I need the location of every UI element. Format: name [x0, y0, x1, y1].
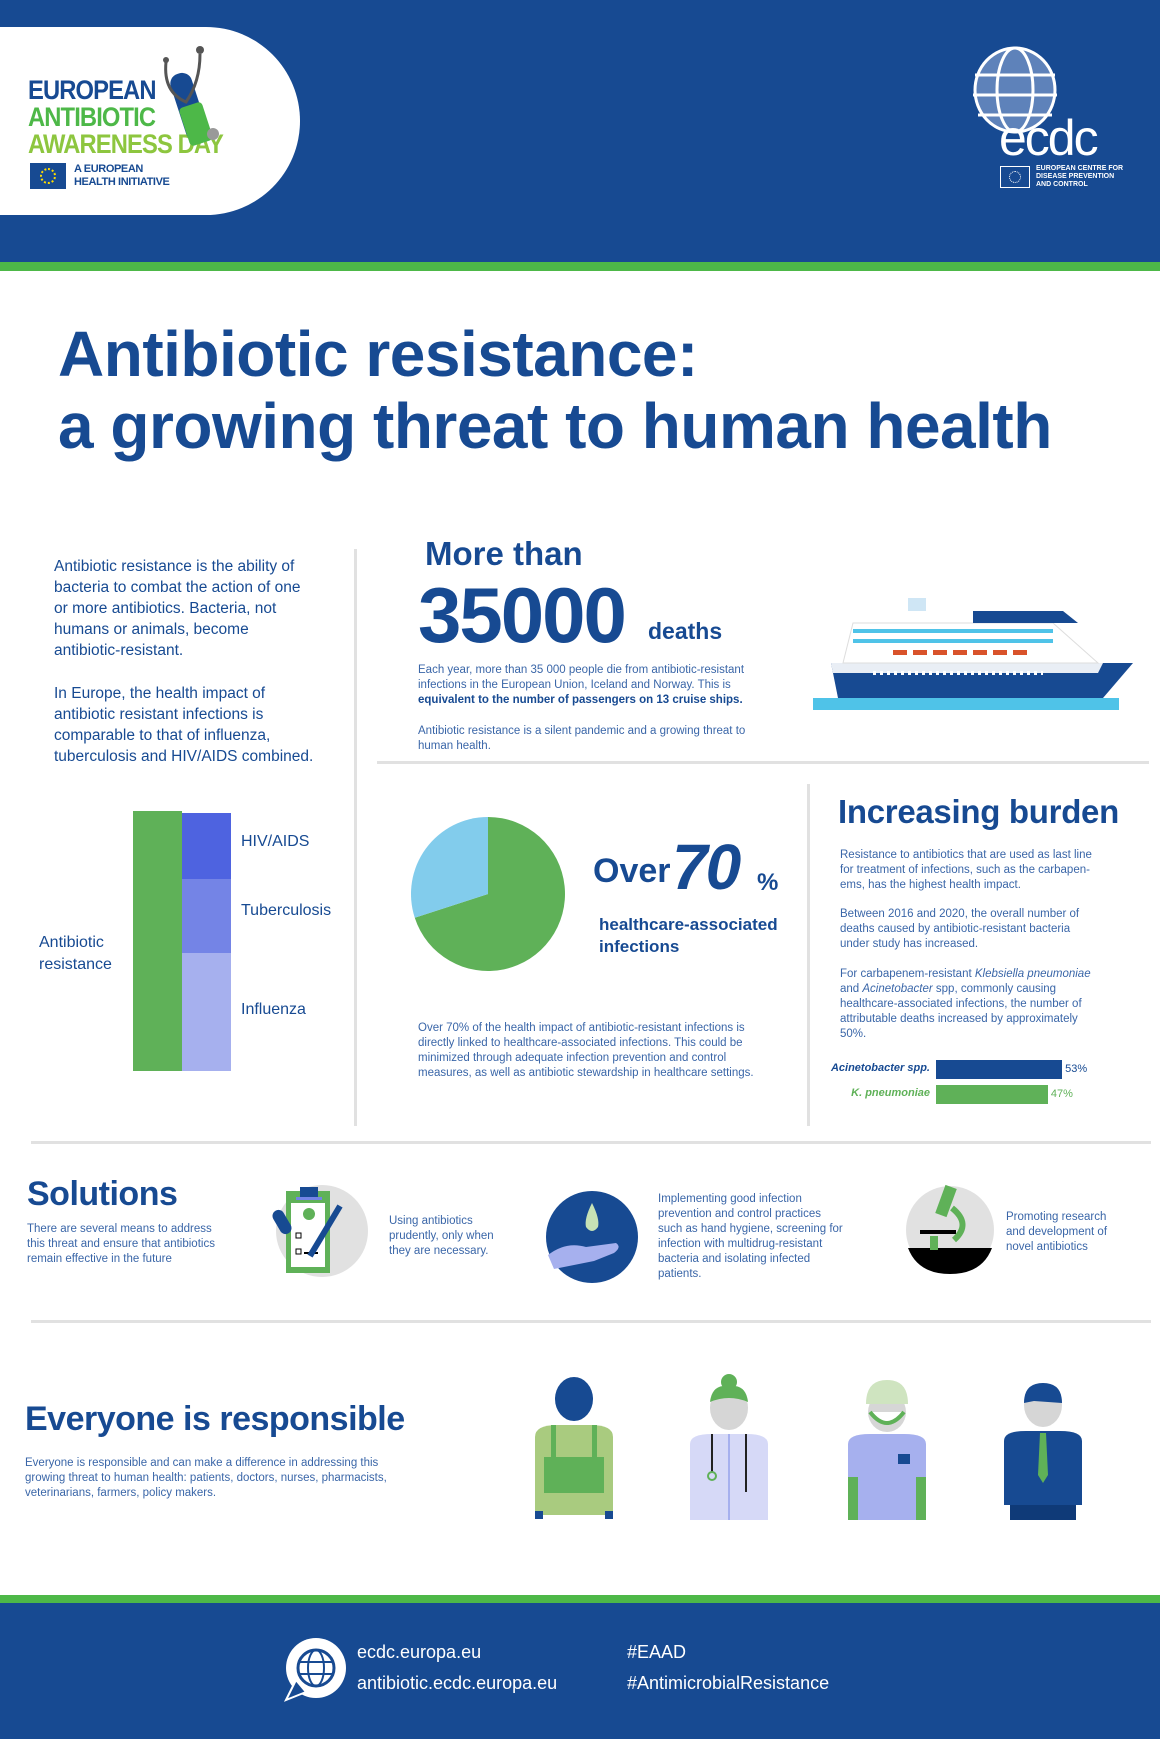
pie-chart	[411, 817, 565, 971]
burden-paragraph-1: Resistance to antibiotics that are used …	[840, 849, 1092, 891]
over-label: Over	[593, 852, 671, 890]
bar-antibiotic-resistance	[133, 811, 182, 1071]
horizontal-divider	[31, 1320, 1151, 1323]
p3-text: spp, commonly causing healthcare-associa…	[840, 983, 1082, 1040]
solution-2-text: Implementing good infection prevention a…	[658, 1193, 843, 1280]
label-influenza: Influenza	[241, 1001, 306, 1018]
bar-segment-tuberculosis	[182, 879, 231, 953]
hai-text: Over 70% of the health impact of antibio…	[418, 1022, 754, 1079]
doctor-icon	[690, 1374, 768, 1520]
ecdc-sub-2: DISEASE PREVENTION	[1036, 173, 1115, 180]
vertical-divider	[807, 784, 810, 1126]
microscope-icon	[906, 1184, 994, 1274]
deaths-text-main: Each year, more than 35 000 people die f…	[418, 664, 745, 691]
solution-3-text: Promoting research and development of no…	[1006, 1211, 1108, 1253]
responsible-title: Everyone is responsible	[25, 1400, 405, 1438]
bar-value-1: 47%	[1050, 1088, 1073, 1100]
ecdc-sub-3: AND CONTROL	[1036, 181, 1088, 188]
burden-title: Increasing burden	[838, 793, 1119, 830]
hai-label: healthcare-associated infections	[599, 915, 778, 956]
more-than-label: More than	[425, 535, 583, 572]
globe-click-icon	[283, 1638, 346, 1702]
intro-paragraph-1: Antibiotic resistance is the ability of …	[54, 558, 301, 659]
horizontal-divider	[377, 761, 1149, 764]
label-tuberculosis: Tuberculosis	[241, 902, 332, 919]
deaths-number: 35000	[418, 571, 627, 659]
p3-text: For carbapenem-resistant	[840, 968, 975, 980]
footer-hashtag-amr[interactable]: #AntimicrobialResistance	[627, 1673, 830, 1693]
ecdc-sub-1: EUROPEAN CENTRE FOR	[1036, 165, 1124, 172]
hand-hygiene-icon	[546, 1191, 638, 1283]
p3-klebsiella: Klebsiella pneumoniae	[974, 968, 1091, 980]
percent-sign: %	[757, 869, 779, 896]
deaths-text: Each year, more than 35 000 people die f…	[418, 663, 744, 708]
seventy-number: 70	[672, 831, 741, 903]
intro-paragraph-2: In Europe, the health impact of antibiot…	[54, 685, 314, 765]
solution-1-text: Using antibiotics prudently, only when t…	[389, 1215, 494, 1257]
deaths-unit: deaths	[648, 618, 723, 644]
solutions-desc: There are several means to address this …	[27, 1223, 215, 1265]
surgeon-icon	[848, 1380, 926, 1520]
page-title: Antibiotic resistance: a growing threat …	[58, 318, 1052, 462]
footer	[0, 1603, 1160, 1739]
deaths-text-bold: equivalent to the number of passengers o…	[418, 694, 743, 706]
bar-segment-hiv-aids	[182, 813, 231, 879]
responsible-desc: Everyone is responsible and can make a d…	[25, 1457, 387, 1499]
bar-value-0: 53%	[1065, 1063, 1088, 1075]
pie-slice-1	[411, 817, 488, 918]
stethoscope-pill-icon	[163, 46, 219, 146]
eaad-logo: EUROPEAN ANTIBIOTIC AWARENESS DAY A EURO…	[0, 27, 300, 215]
cruise-ship-icon	[813, 598, 1133, 710]
logo-tagline-2: HEALTH INITIATIVE	[74, 176, 170, 188]
solutions-title: Solutions	[27, 1175, 178, 1213]
footer-link-ecdc[interactable]: ecdc.europa.eu	[357, 1642, 482, 1662]
eu-flag-icon	[30, 163, 66, 189]
label-hiv-aids: HIV/AIDS	[241, 833, 310, 850]
footer-green-stripe	[0, 1595, 1160, 1604]
footer-link-antibiotic[interactable]: antibiotic.ecdc.europa.eu	[357, 1673, 558, 1693]
p3-text: and	[840, 983, 863, 995]
horizontal-divider	[31, 1141, 1151, 1144]
bar-1	[936, 1085, 1048, 1104]
header-green-stripe	[0, 262, 1160, 271]
ecdc-logo: ecdc EUROPEAN CENTRE FOR DISEASE PREVENT…	[965, 45, 1135, 195]
bar-segment-influenza	[182, 953, 231, 1071]
deaths-text-2: Antibiotic resistance is a silent pandem…	[418, 725, 746, 752]
vertical-divider	[354, 549, 357, 1126]
logo-line-1: EUROPEAN	[28, 75, 157, 105]
bar-0	[936, 1060, 1063, 1079]
burden-paragraph-3: For carbapenem-resistant Klebsiella pneu…	[840, 967, 1091, 1042]
label-antibiotic-resistance: Antibiotic resistance	[39, 934, 112, 973]
burden-paragraph-2: Between 2016 and 2020, the overall numbe…	[840, 908, 1080, 950]
eu-flag-icon	[1000, 166, 1030, 188]
p3-acinetobacter: Acinetobacter	[862, 983, 933, 995]
bar-label-0: Acinetobacter spp.	[830, 1062, 930, 1074]
footer-hashtag-eaad[interactable]: #EAAD	[627, 1642, 687, 1662]
farmer-icon	[535, 1377, 613, 1519]
globe-icon	[973, 46, 1057, 134]
ecdc-wordmark: ecdc	[999, 110, 1099, 166]
policy-maker-icon	[1004, 1383, 1082, 1520]
pie-slice-0	[414, 817, 565, 971]
logo-line-2: ANTIBIOTIC	[28, 102, 156, 132]
bar-label-1: K. pneumoniae	[851, 1087, 930, 1099]
clipboard-prescription-icon	[272, 1185, 368, 1277]
logo-tagline-1: A EUROPEAN	[74, 163, 143, 175]
